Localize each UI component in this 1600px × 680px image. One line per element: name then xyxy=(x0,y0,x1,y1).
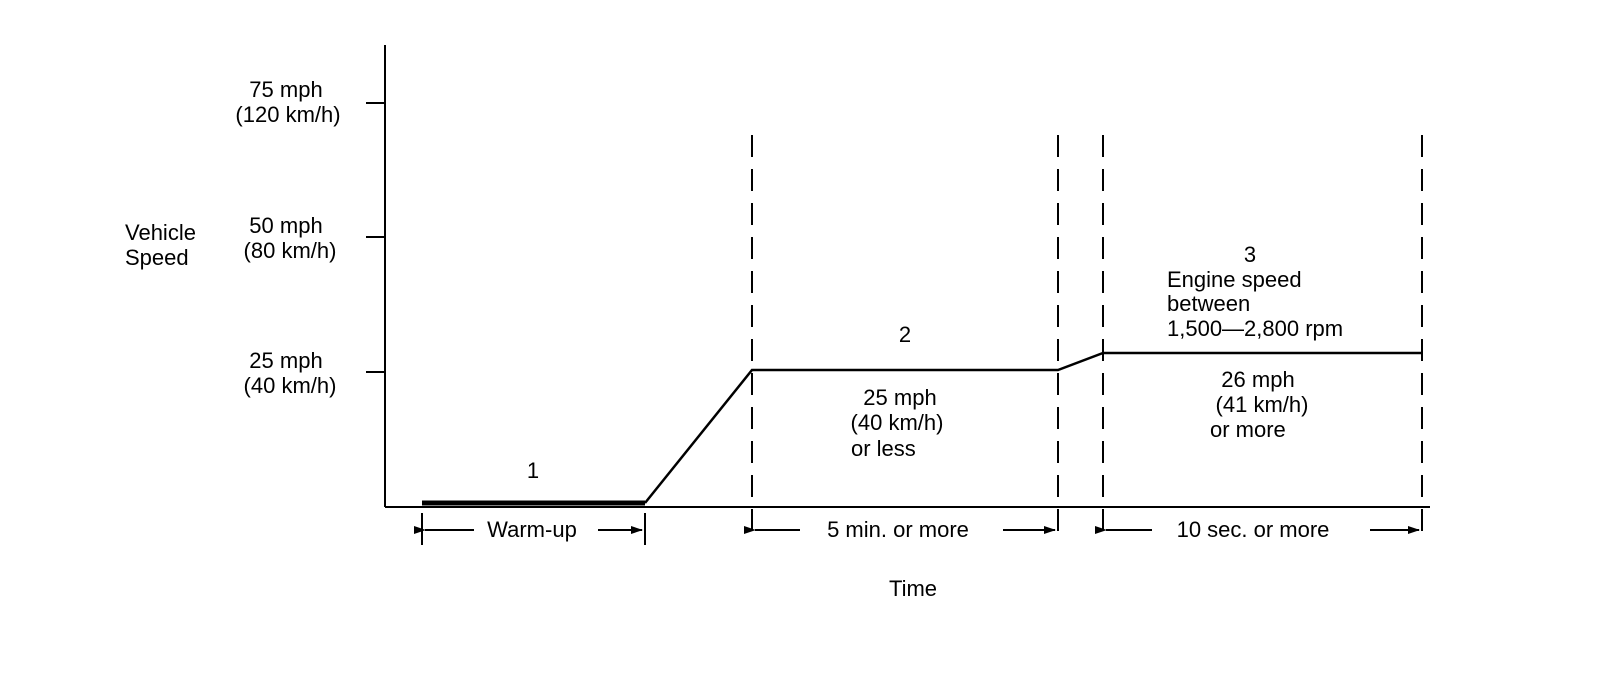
y-tick-label-25-mph: 25 mph xyxy=(249,348,322,373)
y-tick-label-75-kmh: (120 km/h) xyxy=(235,102,340,127)
phase-3-number: 3 xyxy=(1244,242,1256,267)
phase-3-speed-line1: 26 mph xyxy=(1221,367,1294,392)
phase-2-speed-line2: (40 km/h) xyxy=(851,410,944,435)
speed-profile-line xyxy=(644,351,1422,504)
y-tick-label-50-kmh: (80 km/h) xyxy=(244,238,337,263)
warm-up-span-label: Warm-up xyxy=(487,517,577,542)
phase-1-number: 1 xyxy=(527,458,539,483)
phase-2-speed-line3: or less xyxy=(851,436,916,461)
phase-2-span-label: 5 min. or more xyxy=(827,517,969,542)
phase-3-span-label: 10 sec. or more xyxy=(1177,517,1330,542)
phase-3-note-line1: Engine speed xyxy=(1167,267,1302,292)
phase-2-number: 2 xyxy=(899,322,911,347)
y-axis-title-line1: Vehicle xyxy=(125,220,196,245)
phase-3-speed-line2: (41 km/h) xyxy=(1216,392,1309,417)
y-tick-label-25-kmh: (40 km/h) xyxy=(244,373,337,398)
y-axis-title-line2: Speed xyxy=(125,245,189,270)
phase-2-speed-line1: 25 mph xyxy=(863,385,936,410)
phase-3-note-line3: 1,500—2,800 rpm xyxy=(1167,316,1343,341)
phase-3-speed-line3: or more xyxy=(1210,417,1286,442)
y-tick-label-75-mph: 75 mph xyxy=(249,77,322,102)
x-axis-title: Time xyxy=(889,576,937,601)
y-tick-label-50-mph: 50 mph xyxy=(249,213,322,238)
phase-3-note-line2: between xyxy=(1167,291,1250,316)
